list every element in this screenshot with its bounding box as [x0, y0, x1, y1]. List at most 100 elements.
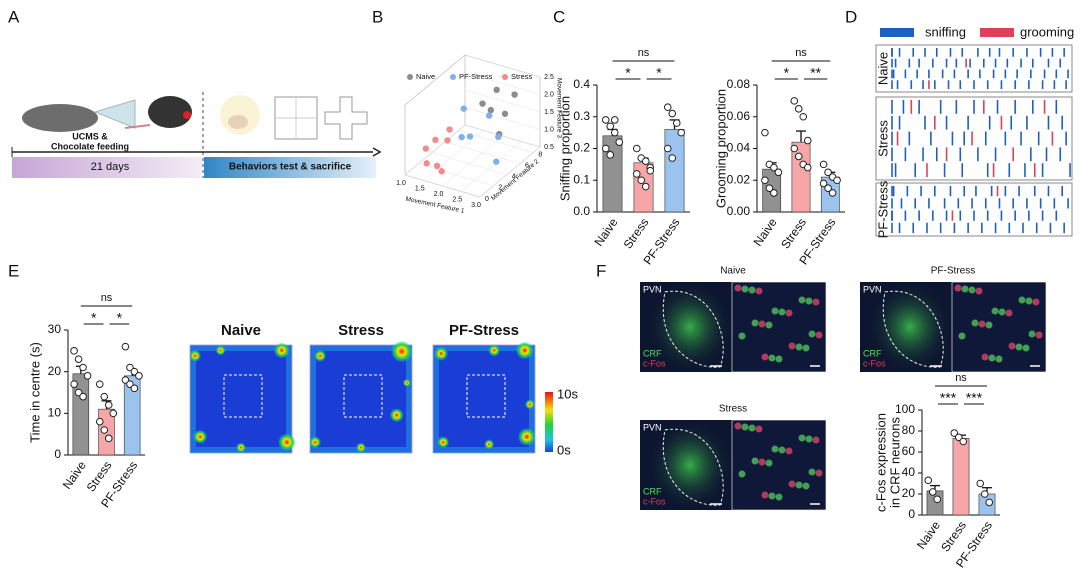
stain-label: c-Fos [643, 358, 666, 368]
data-point [446, 126, 453, 133]
data-point [790, 144, 799, 153]
crf-glow [868, 282, 952, 372]
significance-label: *** [940, 390, 957, 406]
bar [791, 141, 811, 213]
y-axis-label: in CRF neurons [887, 416, 902, 508]
significance-label: ns [955, 372, 967, 384]
stain-label: c-Fos [863, 358, 886, 368]
data-point [790, 97, 799, 105]
panel-label: A [8, 7, 20, 26]
legend-label: Naive [416, 72, 435, 81]
y-tick-label: 4 [512, 174, 516, 181]
data-point [606, 122, 615, 131]
x-tick-label: 1.5 [415, 185, 425, 192]
data-point [79, 392, 87, 401]
y-axis-label: Grooming proportion [713, 89, 728, 208]
raster-frame [875, 44, 1073, 93]
bar [952, 438, 970, 516]
y-tick-label: 0.06 [727, 109, 751, 123]
cell [805, 297, 813, 305]
legend-label: Stress [511, 72, 533, 81]
data-point [646, 166, 655, 175]
stain-label: CRF [643, 348, 662, 358]
data-point [501, 110, 509, 117]
cell [785, 309, 793, 317]
data-point [495, 133, 502, 141]
data-point [668, 109, 677, 118]
cell [778, 308, 786, 316]
data-point [794, 152, 803, 161]
cell [1008, 342, 1016, 350]
heat-spot [236, 442, 246, 453]
cell [975, 287, 983, 295]
significance-label: * [784, 65, 790, 81]
data-point [74, 355, 83, 363]
y-tick-label: 0.3 [573, 109, 590, 123]
data-point [601, 116, 610, 124]
cell [808, 468, 816, 476]
grid-line [464, 89, 541, 113]
heat-spot [434, 346, 449, 361]
data-point [606, 151, 615, 159]
cell [981, 353, 989, 361]
heat-spot [484, 439, 495, 450]
crf-glow [648, 282, 732, 372]
heat-spot [215, 345, 226, 356]
bar [664, 129, 685, 213]
data-point [761, 128, 769, 137]
data-point [70, 380, 78, 388]
significance-label: * [625, 65, 631, 81]
data-point [126, 363, 134, 372]
y-tick-label: 0.1 [573, 172, 590, 186]
data-point [100, 392, 109, 401]
data-point [610, 116, 619, 124]
data-point [976, 479, 985, 488]
legend-label: grooming [1020, 24, 1074, 39]
data-point [828, 189, 837, 197]
cell [985, 321, 993, 329]
legend-marker [502, 74, 508, 80]
legend-label: sniffing [925, 24, 966, 39]
image-title: PF-Stress [931, 266, 975, 277]
data-point [677, 128, 686, 137]
grid-line [464, 107, 541, 130]
data-point [100, 426, 109, 434]
schematic-label: UCMS & [72, 131, 108, 141]
data-point [458, 133, 465, 141]
x-tick-label: Stress [621, 216, 652, 252]
schematic-label: Behaviors test & sacrifice [229, 162, 352, 173]
grid-line [404, 174, 481, 198]
heat-spot [314, 349, 327, 362]
cell [815, 469, 823, 477]
pvn-outline [662, 290, 724, 368]
data-point [819, 160, 828, 169]
y-tick-label: 0.04 [727, 141, 751, 155]
cell [788, 342, 796, 350]
y-tick-label: 0.00 [727, 204, 751, 218]
cell [805, 435, 813, 443]
data-point [70, 347, 78, 355]
data-point [130, 384, 139, 393]
data-point [95, 380, 104, 388]
cell [961, 285, 969, 293]
cell [771, 445, 779, 453]
y-tick-label: 0.08 [727, 77, 751, 91]
y-tick-label: 10 [48, 406, 62, 420]
y-tick-label: 100 [895, 402, 915, 416]
image-title: Naive [720, 266, 746, 277]
y-tick-label: 0.0 [573, 204, 590, 218]
data-point [601, 144, 610, 153]
data-point [104, 434, 113, 443]
grid-line [464, 124, 541, 148]
pvn-outline [662, 428, 724, 506]
data-point [109, 409, 118, 418]
cell [978, 320, 986, 328]
data-point [493, 158, 500, 165]
data-point [933, 495, 942, 504]
data-point [126, 380, 134, 388]
schematic-label: 21 days [91, 161, 130, 173]
stain-label: c-Fos [643, 496, 666, 506]
grid-line [479, 146, 541, 198]
cell [1005, 309, 1013, 317]
